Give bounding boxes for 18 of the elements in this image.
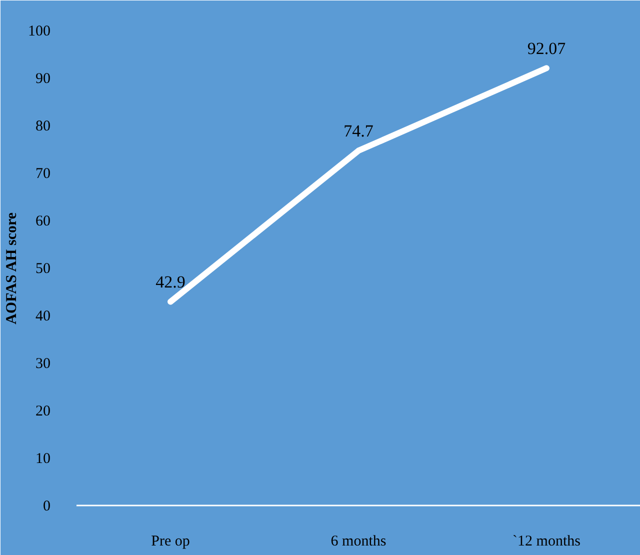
y-tick-label: 0: [43, 498, 50, 514]
x-tick-label: 6 months: [330, 534, 386, 550]
data-label: 92.07: [527, 39, 566, 58]
y-axis-title: AOFAS AH score: [4, 212, 20, 324]
data-label: 42.9: [156, 272, 186, 292]
y-tick-label: 60: [36, 214, 50, 230]
y-tick-label: 100: [28, 24, 50, 40]
y-tick-label: 20: [36, 404, 50, 420]
x-tick-label: `12 months: [512, 534, 581, 550]
y-tick-label: 40: [36, 308, 50, 324]
data-label: 74.7: [344, 122, 374, 141]
y-tick-label: 80: [36, 118, 50, 134]
y-tick-label: 30: [36, 356, 50, 372]
y-tick-label: 50: [36, 261, 50, 277]
y-tick-label: 70: [36, 166, 50, 182]
x-tick-label: Pre op: [151, 534, 190, 550]
y-tick-label: 10: [36, 451, 50, 467]
y-tick-label: 90: [36, 71, 50, 87]
